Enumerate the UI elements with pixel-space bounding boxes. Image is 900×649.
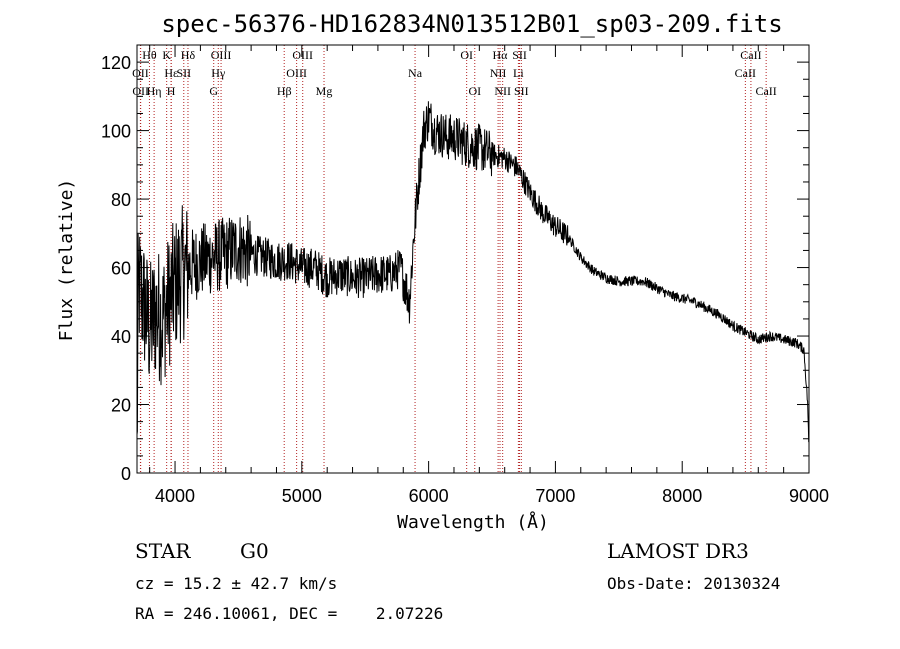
object-subclass: G0 <box>240 539 269 563</box>
line-marker-label: CaII <box>740 48 761 62</box>
survey-name: LAMOST DR3 <box>607 539 749 563</box>
line-marker-label: CaII <box>755 84 776 98</box>
chart-title: spec-56376-HD162834N013512B01_sp03-209.f… <box>161 10 782 38</box>
line-marker-label: Hα <box>493 48 509 62</box>
object-class: STAR <box>135 539 191 563</box>
line-marker-label: Na <box>408 66 423 80</box>
x-tick-label: 9000 <box>789 486 829 506</box>
line-marker-label: Hε <box>164 66 178 80</box>
y-tick-label: 120 <box>101 53 131 73</box>
line-marker-label: Hδ <box>181 48 196 62</box>
line-marker-label: OII <box>132 66 149 80</box>
line-marker-label: Mg <box>316 84 333 98</box>
line-marker-label: G <box>209 84 218 98</box>
line-marker-label: K <box>162 48 171 62</box>
observation-date: Obs-Date: 20130324 <box>607 574 780 593</box>
line-marker-label: OI <box>468 84 481 98</box>
coordinates: RA = 246.10061, DEC = 2.07226 <box>135 604 443 623</box>
x-axis-label: Wavelength (Å) <box>397 511 549 533</box>
line-marker-label: Li <box>513 66 524 80</box>
spectrum-line <box>136 101 810 443</box>
x-tick-label: 6000 <box>409 486 449 506</box>
redshift-velocity: cz = 15.2 ± 42.7 km/s <box>135 574 337 593</box>
x-tick-label: 5000 <box>282 486 322 506</box>
y-axis-label: Flux (relative) <box>56 179 77 342</box>
y-tick-label: 20 <box>111 396 131 416</box>
y-tick-label: 80 <box>111 190 131 210</box>
line-marker-label: SII <box>512 48 527 62</box>
line-marker-label: Hη <box>147 84 162 98</box>
y-tick-label: 60 <box>111 259 131 279</box>
line-marker-label: OI <box>460 48 473 62</box>
line-marker-label: Hγ <box>211 66 226 80</box>
line-marker-label: OIII <box>211 48 232 62</box>
line-marker-label: CaII <box>735 66 756 80</box>
line-marker-label: Hβ <box>277 84 292 98</box>
line-marker-label: OIII <box>292 48 313 62</box>
line-marker-label: NII <box>490 66 507 80</box>
line-marker-label: SII <box>514 84 529 98</box>
line-marker-label: H <box>167 84 176 98</box>
y-tick-label: 100 <box>101 122 131 142</box>
x-tick-label: 4000 <box>155 486 195 506</box>
line-marker-label: SII <box>176 66 191 80</box>
y-tick-label: 40 <box>111 327 131 347</box>
x-tick-label: 8000 <box>662 486 702 506</box>
y-tick-label: 0 <box>121 464 131 484</box>
line-marker-label: OIII <box>286 66 307 80</box>
x-axis-ticks: 4000 5000 6000 7000 8000 9000 <box>149 45 829 506</box>
plot-frame <box>136 44 810 474</box>
line-marker-label: Hθ <box>142 48 157 62</box>
y-axis-ticks: 0 20 40 60 80 100 120 <box>101 53 809 484</box>
line-marker-label: NII <box>494 84 511 98</box>
x-tick-label: 7000 <box>535 486 575 506</box>
